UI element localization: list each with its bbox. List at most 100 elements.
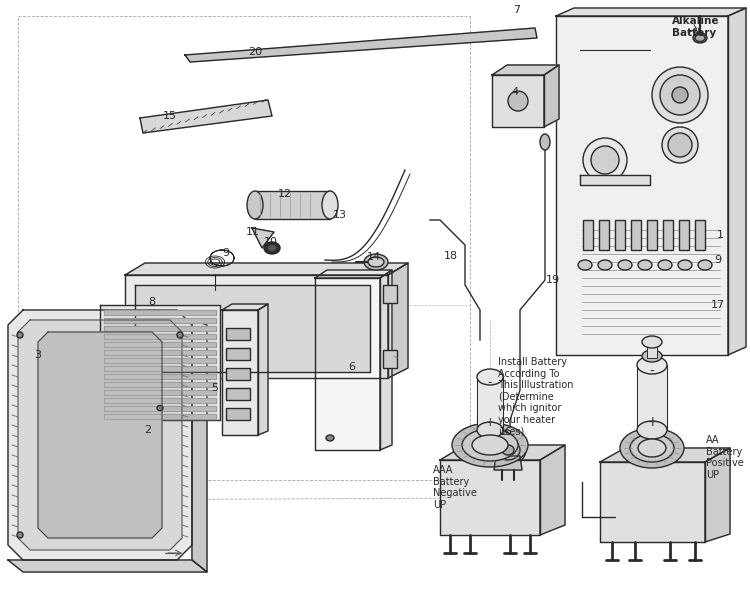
Polygon shape — [185, 28, 537, 62]
Text: 14: 14 — [367, 252, 381, 262]
Ellipse shape — [502, 438, 518, 452]
Ellipse shape — [591, 146, 619, 174]
Text: 4: 4 — [512, 87, 518, 97]
Bar — [647, 342, 657, 358]
Bar — [383, 350, 397, 368]
Bar — [226, 368, 250, 380]
Text: 1: 1 — [716, 230, 724, 240]
Text: 17: 17 — [711, 300, 725, 310]
Polygon shape — [494, 456, 522, 470]
Polygon shape — [192, 320, 207, 572]
Polygon shape — [125, 263, 408, 275]
Ellipse shape — [498, 435, 522, 455]
Polygon shape — [222, 304, 268, 310]
Bar — [255, 191, 330, 219]
Polygon shape — [252, 228, 274, 248]
Polygon shape — [388, 263, 408, 378]
Bar — [647, 220, 657, 250]
Text: 11: 11 — [246, 227, 260, 237]
Text: 19: 19 — [546, 275, 560, 285]
Text: 15: 15 — [163, 111, 177, 121]
Polygon shape — [8, 560, 207, 572]
Text: 13: 13 — [333, 210, 347, 220]
Ellipse shape — [496, 440, 520, 460]
Polygon shape — [104, 358, 216, 363]
Ellipse shape — [540, 134, 550, 150]
Text: 20: 20 — [248, 47, 262, 57]
Text: 3: 3 — [34, 350, 41, 360]
Bar — [226, 408, 250, 420]
Text: -: - — [488, 377, 492, 389]
Ellipse shape — [598, 260, 612, 270]
Polygon shape — [8, 310, 192, 560]
Polygon shape — [104, 414, 216, 419]
Ellipse shape — [472, 435, 508, 455]
Bar — [663, 220, 673, 250]
Bar — [615, 220, 625, 250]
Text: +: + — [646, 415, 658, 429]
Ellipse shape — [267, 244, 277, 252]
Polygon shape — [556, 8, 746, 16]
Polygon shape — [556, 16, 728, 355]
Ellipse shape — [490, 435, 526, 465]
Ellipse shape — [660, 75, 700, 115]
Bar — [383, 285, 397, 303]
Polygon shape — [104, 342, 216, 347]
Text: 9: 9 — [715, 255, 722, 265]
Ellipse shape — [637, 421, 667, 439]
Ellipse shape — [693, 33, 707, 43]
Polygon shape — [38, 332, 162, 538]
Ellipse shape — [583, 138, 627, 182]
Text: AAA
Battery
Negative
UP: AAA Battery Negative UP — [433, 465, 477, 510]
Bar — [679, 220, 689, 250]
Ellipse shape — [672, 87, 688, 103]
Ellipse shape — [157, 406, 163, 410]
Ellipse shape — [698, 260, 712, 270]
Bar — [226, 328, 250, 340]
Text: 9: 9 — [223, 248, 230, 258]
Ellipse shape — [17, 332, 23, 338]
Polygon shape — [104, 366, 216, 371]
Polygon shape — [580, 175, 650, 185]
Ellipse shape — [642, 336, 662, 348]
Polygon shape — [540, 445, 565, 535]
Polygon shape — [705, 448, 730, 542]
Text: 2: 2 — [145, 425, 152, 435]
Ellipse shape — [452, 423, 528, 467]
Ellipse shape — [502, 445, 514, 455]
Text: 8: 8 — [148, 297, 155, 307]
Polygon shape — [728, 8, 746, 355]
Polygon shape — [104, 374, 216, 379]
Bar — [226, 348, 250, 360]
Polygon shape — [140, 100, 272, 133]
Polygon shape — [18, 320, 182, 550]
Polygon shape — [104, 326, 216, 331]
Ellipse shape — [508, 91, 528, 111]
Polygon shape — [125, 275, 388, 378]
Ellipse shape — [658, 260, 672, 270]
Ellipse shape — [17, 532, 23, 538]
Ellipse shape — [368, 257, 384, 267]
Polygon shape — [104, 382, 216, 387]
Text: 5: 5 — [211, 383, 218, 393]
Ellipse shape — [322, 191, 338, 219]
Ellipse shape — [177, 332, 183, 338]
Polygon shape — [492, 75, 544, 127]
Ellipse shape — [642, 350, 662, 362]
Bar — [599, 220, 609, 250]
Ellipse shape — [638, 439, 666, 457]
Ellipse shape — [247, 191, 263, 219]
Bar — [477, 377, 503, 430]
Polygon shape — [104, 318, 216, 323]
Bar — [695, 220, 705, 250]
Ellipse shape — [620, 428, 684, 468]
Ellipse shape — [668, 133, 692, 157]
Ellipse shape — [364, 254, 388, 270]
Text: 18: 18 — [444, 251, 458, 261]
Text: -: - — [650, 365, 655, 379]
Polygon shape — [492, 65, 559, 75]
Polygon shape — [135, 285, 370, 372]
Polygon shape — [104, 310, 216, 315]
Ellipse shape — [630, 434, 674, 462]
Text: 7: 7 — [514, 5, 520, 15]
